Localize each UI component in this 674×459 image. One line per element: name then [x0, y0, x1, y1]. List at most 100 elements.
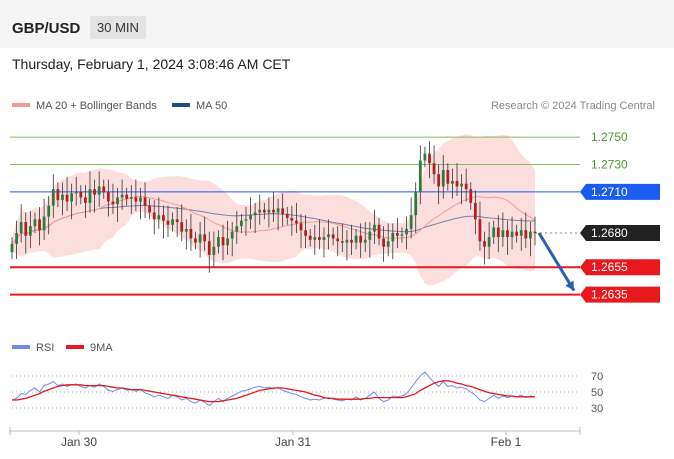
candle-body	[299, 223, 303, 231]
candle-body	[38, 219, 41, 231]
candle-body	[437, 174, 441, 187]
candle-body	[180, 222, 184, 232]
candle-body	[473, 202, 477, 220]
candle-body	[354, 235, 358, 243]
candle-body	[276, 208, 280, 213]
price-plot-area: 1.2750 1.2730 1.2710 1.2680 1.2655 1.2635	[10, 130, 660, 303]
candle-body	[166, 220, 170, 225]
candle-body	[524, 230, 528, 239]
candle-body	[189, 228, 193, 239]
candle-body	[235, 226, 239, 232]
forecast-arrow-shaft	[537, 232, 576, 292]
candle-body	[171, 219, 174, 225]
rsi-legend-swatch	[12, 345, 30, 349]
candle-body	[194, 238, 197, 243]
rsi-line	[11, 371, 536, 407]
level-label-1.2635: 1.2635	[591, 288, 628, 302]
candle-body	[336, 238, 340, 242]
candle-body	[414, 191, 418, 216]
candle-body	[240, 220, 243, 227]
x-axis: Jan 30 Jan 31 Feb 1	[9, 427, 581, 449]
candle-body	[363, 239, 367, 243]
candle-body	[455, 180, 459, 187]
candle-body	[345, 239, 349, 243]
candle-body	[391, 233, 395, 242]
candle-body	[295, 220, 298, 224]
ma20-legend-swatch	[12, 103, 30, 107]
candle-body	[79, 191, 83, 198]
timestamp: Thursday, February 1, 2024 3:08:46 AM CE…	[12, 56, 291, 72]
ma20-line	[11, 195, 536, 245]
candle-body	[386, 241, 390, 247]
level-tag-1.2655	[580, 259, 660, 276]
candle-body	[42, 216, 46, 231]
candle-body	[47, 205, 51, 217]
candle-body	[19, 222, 23, 234]
level-label-1.2680: 1.2680	[591, 226, 628, 240]
candle-body	[56, 189, 60, 201]
level-label-1.2750: 1.2750	[591, 130, 628, 144]
candle-body	[510, 231, 514, 238]
candle-body	[460, 183, 463, 187]
candle-body	[373, 224, 376, 232]
candle-body	[249, 215, 252, 220]
rsi-ma-legend-label: 9MA	[90, 342, 113, 354]
x-tick-label: Jan 30	[61, 435, 97, 449]
level-label-1.2710: 1.2710	[591, 185, 628, 199]
candle-body	[88, 189, 92, 203]
candle-body	[65, 194, 69, 202]
candle-body	[33, 219, 37, 227]
candle-body	[143, 197, 147, 206]
ma20-legend-label: MA 20 + Bollinger Bands	[36, 100, 157, 112]
candle-body	[10, 243, 14, 253]
x-tick-label: Jan 31	[275, 435, 311, 449]
candle-body	[175, 219, 179, 223]
candle-body	[395, 233, 399, 236]
candle-body	[290, 217, 294, 221]
candle-body	[359, 235, 363, 243]
candle-body	[152, 212, 156, 220]
candle-body	[340, 241, 344, 243]
forecast-arrow-head	[565, 280, 574, 291]
candle-body	[253, 212, 257, 216]
candle-body	[272, 209, 275, 213]
candle-body	[221, 237, 225, 246]
candle-body	[529, 231, 532, 239]
candle-body	[446, 170, 450, 184]
candle-body	[285, 213, 289, 218]
rsi-plot-area: 70 50 30	[11, 371, 603, 415]
candle-body	[469, 189, 473, 203]
candle-body	[492, 227, 496, 238]
rsi-tick-label-70: 70	[591, 371, 603, 383]
candle-body	[102, 186, 106, 192]
candle-body	[478, 219, 482, 242]
candle-body	[533, 231, 537, 234]
rsi-legend-label: RSI	[36, 342, 54, 354]
level-tag-1.2635	[580, 286, 660, 303]
ma50-legend-swatch	[172, 103, 190, 107]
candle-body	[125, 194, 129, 199]
candle-body	[327, 234, 330, 238]
candle-body	[262, 209, 266, 213]
candle-body	[217, 237, 220, 247]
candle-body	[368, 231, 372, 240]
rsi-ma-line	[12, 380, 535, 403]
candle-body	[93, 189, 96, 195]
candle-body	[129, 197, 133, 199]
ma50-legend-label: MA 50	[196, 100, 227, 112]
candle-body	[51, 189, 55, 206]
candle-body	[400, 234, 404, 236]
candle-body	[244, 219, 248, 221]
candle-body	[377, 224, 381, 239]
candle-body	[483, 241, 486, 247]
timeframe-badge[interactable]: 30 MIN	[90, 16, 146, 39]
candle-body	[148, 205, 152, 213]
candle-body	[423, 153, 427, 161]
rsi-ma-legend-swatch	[66, 345, 84, 349]
level-tag-1.2680	[580, 225, 660, 242]
candle-body	[281, 208, 285, 214]
candle-body	[313, 237, 317, 240]
candle-body	[428, 153, 431, 164]
